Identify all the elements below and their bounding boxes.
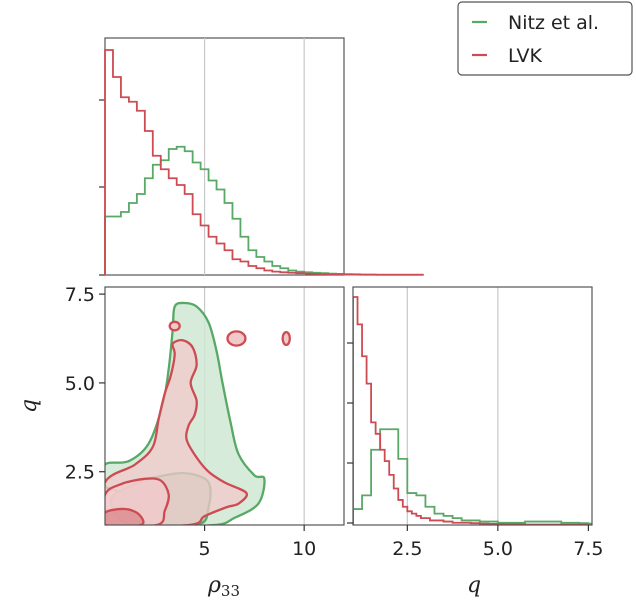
y-tick-label: 2.5 bbox=[65, 462, 95, 484]
x-tick-label: 7.5 bbox=[573, 538, 603, 560]
q-histogram-panel: 2.5 5.0 7.5 q bbox=[347, 286, 603, 598]
q-hist-xlabel: q bbox=[467, 573, 481, 598]
x-tick-label: 2.5 bbox=[392, 538, 422, 560]
legend-box bbox=[457, 1, 633, 76]
joint-frame bbox=[104, 286, 345, 526]
q-hist-nitz-et-al- bbox=[353, 428, 592, 525]
rho33-hist-frame bbox=[104, 37, 345, 276]
rho33-hist-series bbox=[104, 49, 424, 276]
q-hist-ticks: 2.5 5.0 7.5 bbox=[347, 342, 603, 560]
y-tick-label: 5.0 bbox=[65, 373, 95, 395]
x-tick-label: 10 bbox=[292, 538, 316, 560]
rho33-hist-yticks bbox=[99, 99, 105, 276]
x-tick-label: 5 bbox=[199, 538, 211, 560]
joint-xlabel: ρ33 bbox=[207, 573, 240, 600]
q-hist-series bbox=[353, 296, 592, 525]
legend-label: Nitz et al. bbox=[508, 12, 599, 34]
hist-nitz-et-al- bbox=[104, 145, 424, 276]
joint-ticks: 5 10 2.5 5.0 7.5 bbox=[65, 284, 316, 560]
joint-contours bbox=[105, 301, 291, 525]
hist-lvk bbox=[104, 49, 424, 276]
lvk-contour-island bbox=[226, 330, 247, 347]
joint-ylabel: q bbox=[17, 399, 42, 413]
y-tick-label: 7.5 bbox=[65, 284, 95, 306]
lvk-contour-island bbox=[168, 320, 181, 332]
lvk-contour-island bbox=[281, 330, 291, 347]
x-tick-label: 5.0 bbox=[483, 538, 513, 560]
q-hist-frame bbox=[352, 286, 593, 526]
q-hist-grid bbox=[406, 287, 499, 525]
rho33-hist-grid bbox=[203, 38, 305, 275]
q-hist-lvk bbox=[353, 296, 589, 525]
legend-label: LVK bbox=[508, 45, 542, 67]
legend: Nitz et al. LVK bbox=[457, 1, 633, 76]
joint-contour-panel: 5 10 2.5 5.0 7.5 ρ33 q bbox=[17, 284, 345, 600]
lvk-contour-level-3 bbox=[105, 507, 145, 525]
rho33-histogram-panel bbox=[99, 37, 424, 276]
